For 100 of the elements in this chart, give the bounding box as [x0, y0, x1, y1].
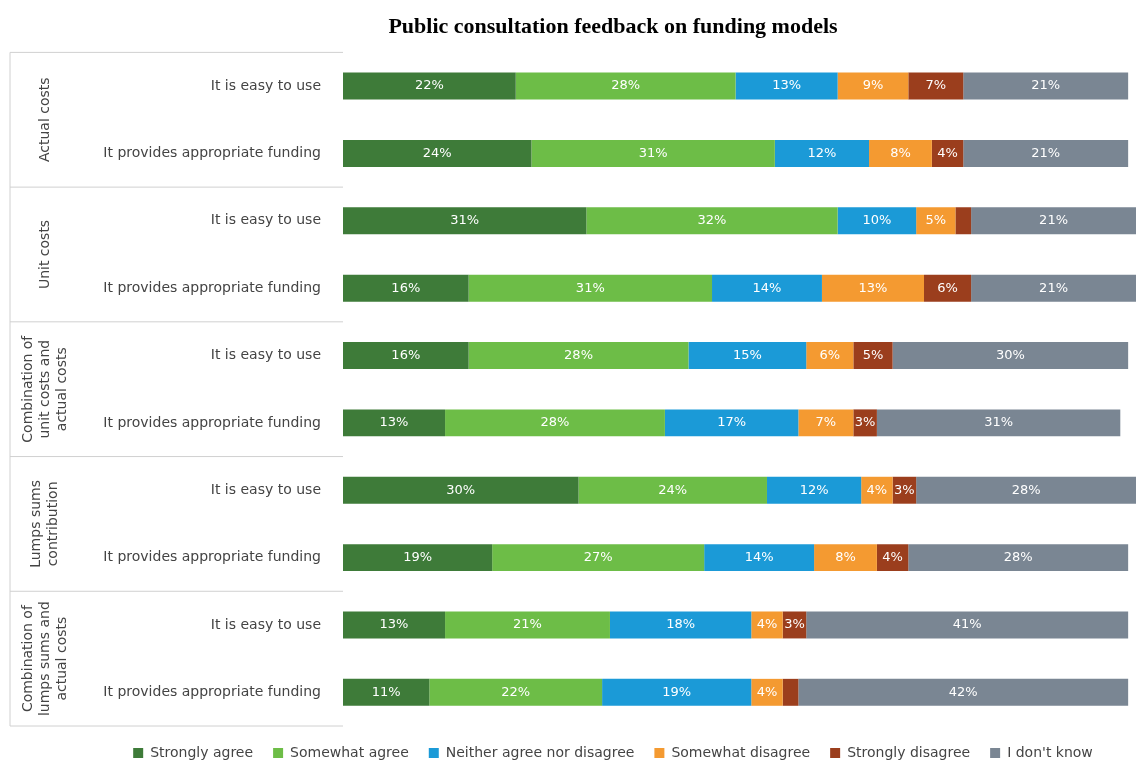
data-label: 13%	[379, 414, 409, 430]
y-tick-label: It provides appropriate funding	[103, 413, 321, 430]
data-label: 24%	[422, 144, 452, 160]
bar	[343, 476, 579, 504]
bar	[774, 139, 870, 167]
data-label: 31%	[638, 144, 668, 160]
bar	[688, 342, 807, 369]
data-label: 15%	[732, 346, 762, 362]
bar	[531, 139, 775, 167]
bar	[586, 207, 838, 235]
data-label: 12%	[799, 481, 829, 497]
data-label: 19%	[403, 548, 433, 564]
data-label: 3%	[854, 414, 876, 430]
bar	[735, 72, 838, 100]
bar	[578, 476, 767, 504]
data-label: 28%	[611, 77, 641, 93]
data-label: 5%	[925, 212, 947, 228]
data-label: 4%	[866, 481, 888, 497]
bar	[908, 544, 1129, 572]
bar	[602, 678, 752, 706]
text: Combination of unit costs and actual costs	[18, 334, 69, 443]
data-label: 21%	[513, 616, 542, 632]
data-label: 41%	[952, 616, 982, 632]
bar	[343, 342, 469, 369]
y-tick-label: It is easy to use	[210, 480, 321, 497]
text: Actual costs	[35, 77, 52, 163]
bar	[343, 409, 446, 437]
legend-label: Somewhat agree	[290, 743, 409, 760]
data-label: 4%	[756, 616, 778, 632]
data-label: 28%	[1003, 548, 1033, 564]
legend-label: I don't know	[1007, 743, 1093, 760]
data-label: 28%	[564, 346, 593, 362]
y-tick-label: It provides appropriate funding	[103, 278, 321, 295]
data-label: 32%	[697, 212, 727, 228]
data-label: 21%	[1031, 144, 1061, 160]
bar	[821, 274, 925, 302]
legend-label: Strongly agree	[150, 743, 254, 760]
data-label: 31%	[575, 279, 605, 295]
bar	[853, 342, 893, 369]
chart-title: Public consultation feedback on funding models	[388, 12, 839, 38]
bar	[908, 72, 964, 100]
bar	[492, 544, 705, 572]
bar	[343, 544, 493, 572]
y-tick-label: It provides appropriate funding	[103, 548, 321, 565]
data-label: 30%	[446, 481, 476, 497]
bar	[429, 678, 603, 706]
data-label: 22%	[414, 77, 444, 93]
data-label: 22%	[501, 683, 531, 699]
bar	[916, 476, 1136, 504]
data-label: 3%	[784, 616, 805, 632]
data-label: 24%	[658, 481, 688, 497]
data-label: 14%	[752, 279, 782, 295]
bar	[798, 409, 854, 437]
bar	[971, 207, 1136, 235]
data-label: 6%	[819, 346, 841, 362]
text: Unit costs	[35, 219, 52, 290]
bar	[343, 274, 469, 302]
bar	[963, 139, 1129, 167]
data-label: 3%	[894, 481, 915, 497]
data-label: 27%	[583, 548, 613, 564]
bar	[837, 72, 909, 100]
bar	[782, 678, 799, 706]
y-tick-label: It is easy to use	[210, 615, 321, 632]
data-label: 21%	[1031, 77, 1061, 93]
bar	[664, 409, 799, 437]
data-label: 7%	[815, 414, 837, 430]
y-tick-label: It is easy to use	[210, 211, 321, 228]
y-tick-label: It provides appropriate funding	[103, 144, 321, 161]
data-label: 10%	[862, 212, 892, 228]
y-tick-label: It is easy to use	[210, 346, 321, 363]
data-label: 31%	[450, 212, 480, 228]
data-label: 42%	[948, 683, 978, 699]
data-label: 4%	[882, 548, 903, 564]
y-tick-label: It provides appropriate funding	[103, 682, 321, 699]
data-label: 4%	[756, 683, 778, 699]
data-label: 12%	[807, 144, 837, 160]
data-label: 6%	[937, 279, 958, 295]
bar	[814, 544, 877, 572]
data-label: 31%	[984, 414, 1014, 430]
text: Lumps sums contribution	[27, 480, 61, 568]
data-label: 19%	[662, 683, 692, 699]
bar	[751, 611, 783, 639]
data-label: 8%	[890, 144, 911, 160]
bar	[766, 476, 862, 504]
data-label: 16%	[391, 279, 421, 295]
text: Combination of lumps sums and actual costs	[18, 601, 69, 717]
data-label: 9%	[862, 77, 884, 93]
data-label: 4%	[937, 144, 958, 160]
bar	[837, 207, 917, 235]
data-label: 28%	[1011, 481, 1041, 497]
data-label: 21%	[1039, 279, 1069, 295]
data-label: 30%	[995, 346, 1025, 362]
data-label: 28%	[540, 414, 570, 430]
bar	[798, 678, 1129, 706]
data-label: 17%	[717, 414, 747, 430]
bar	[343, 72, 516, 100]
data-label: 18%	[666, 616, 696, 632]
data-label: 13%	[858, 279, 888, 295]
bar	[704, 544, 815, 572]
bar	[806, 342, 854, 369]
